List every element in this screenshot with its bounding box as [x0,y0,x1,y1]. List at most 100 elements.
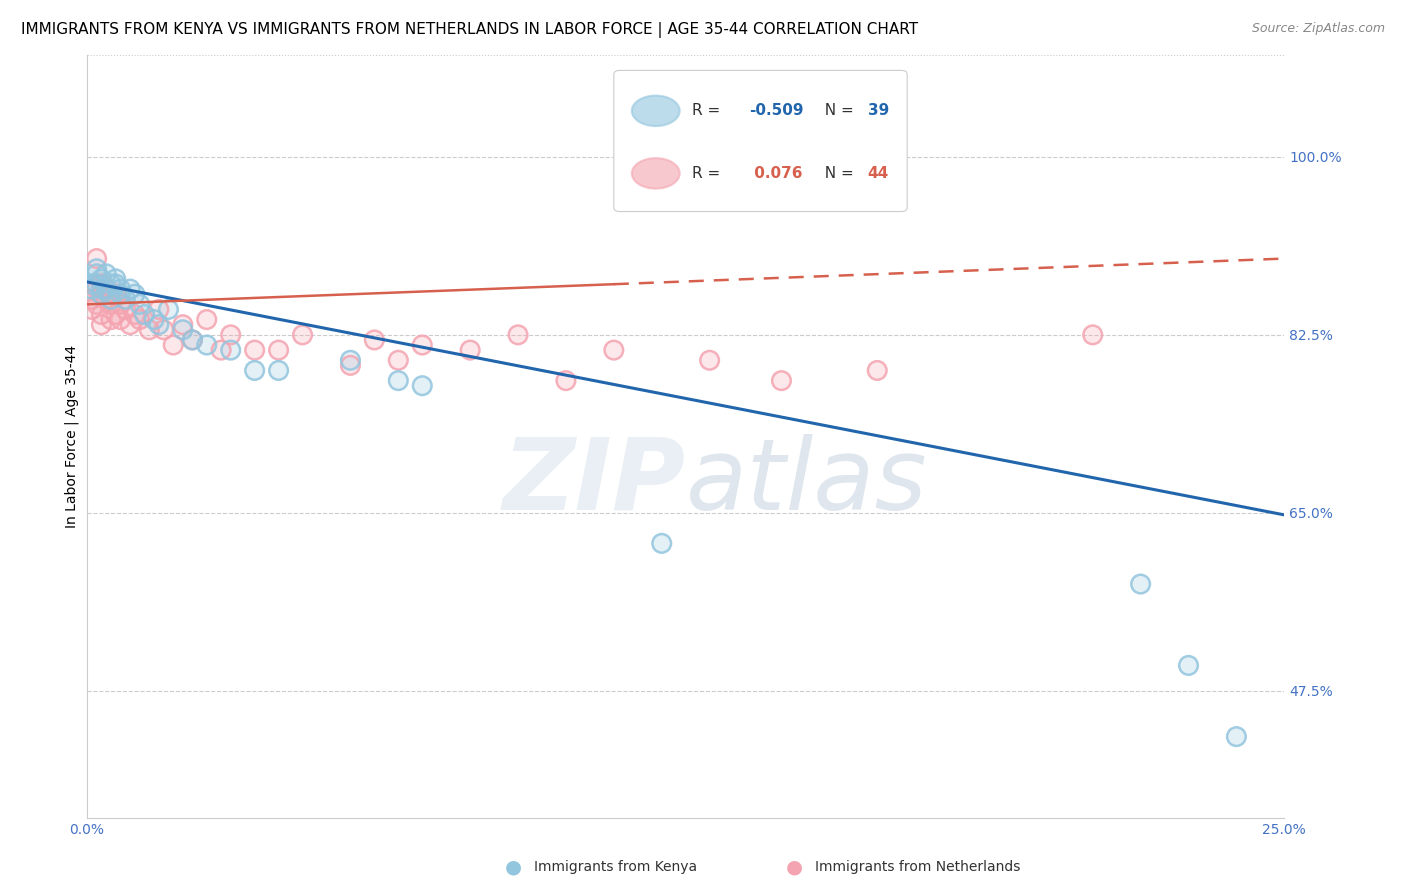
Point [96,282,118,296]
Point [110,297,132,311]
Point [96,292,118,306]
Point [86,277,108,291]
Point [1081,327,1104,342]
Point [866,363,889,377]
Point [603,343,626,358]
Point [339,359,361,373]
Point [128,297,150,311]
Point [86,297,108,311]
Point [86,282,108,296]
Text: ●: ● [505,857,522,877]
Point [219,343,242,358]
Text: R =: R = [692,166,724,181]
Point [411,378,433,392]
Point [80,277,103,291]
Text: N =: N = [815,166,859,181]
Point [291,327,314,342]
Point [387,353,409,368]
Point [138,323,160,337]
Point [110,312,132,326]
Point [411,378,433,392]
Text: atlas: atlas [686,434,928,531]
Point [181,333,204,347]
Point [387,374,409,388]
Point [110,297,132,311]
Point [120,282,142,296]
Point [267,343,290,358]
Point [128,312,150,326]
Point [866,363,889,377]
Point [90,282,112,296]
Text: ZIP: ZIP [503,434,686,531]
Point [80,292,103,306]
FancyBboxPatch shape [614,70,907,211]
Point [195,312,218,326]
Point [120,282,142,296]
Point [114,292,136,306]
Point [157,302,180,317]
Point [138,323,160,337]
Point [243,363,266,377]
Point [134,308,156,322]
Point [90,318,112,332]
Point [195,312,218,326]
Point [90,308,112,322]
Point [90,287,112,301]
Point [603,343,626,358]
Point [267,363,290,377]
Point [104,272,127,286]
Point [96,267,118,281]
Point [96,282,118,296]
Point [172,323,194,337]
Point [124,308,146,322]
Point [86,261,108,276]
Point [90,277,112,291]
Point [128,312,150,326]
Point [124,287,146,301]
Point [363,333,385,347]
Point [770,374,793,388]
Point [181,333,204,347]
Point [411,338,433,352]
Point [411,338,433,352]
Point [120,318,142,332]
Point [458,343,481,358]
Point [80,302,103,317]
Text: R =: R = [692,103,724,119]
Point [96,267,118,281]
Point [104,277,127,291]
Point [209,343,232,358]
Point [1177,658,1199,673]
Point [90,277,112,291]
Point [209,343,232,358]
Point [104,287,127,301]
Point [104,308,127,322]
Point [100,297,122,311]
Point [148,318,170,332]
Point [339,353,361,368]
Point [110,282,132,296]
Circle shape [631,95,679,126]
Point [181,333,204,347]
Point [1225,730,1247,744]
Point [152,323,174,337]
Point [86,282,108,296]
Point [110,282,132,296]
Text: IMMIGRANTS FROM KENYA VS IMMIGRANTS FROM NETHERLANDS IN LABOR FORCE | AGE 35-44 : IMMIGRANTS FROM KENYA VS IMMIGRANTS FROM… [21,22,918,38]
Point [124,287,146,301]
Point [339,359,361,373]
Point [114,302,136,317]
Point [86,261,108,276]
Point [124,308,146,322]
Point [104,308,127,322]
Point [86,297,108,311]
Point [747,150,769,164]
Point [110,287,132,301]
Point [128,297,150,311]
Point [134,308,156,322]
Point [110,312,132,326]
Text: Immigrants from Netherlands: Immigrants from Netherlands [815,860,1021,874]
Point [80,292,103,306]
Point [195,338,218,352]
Point [267,363,290,377]
